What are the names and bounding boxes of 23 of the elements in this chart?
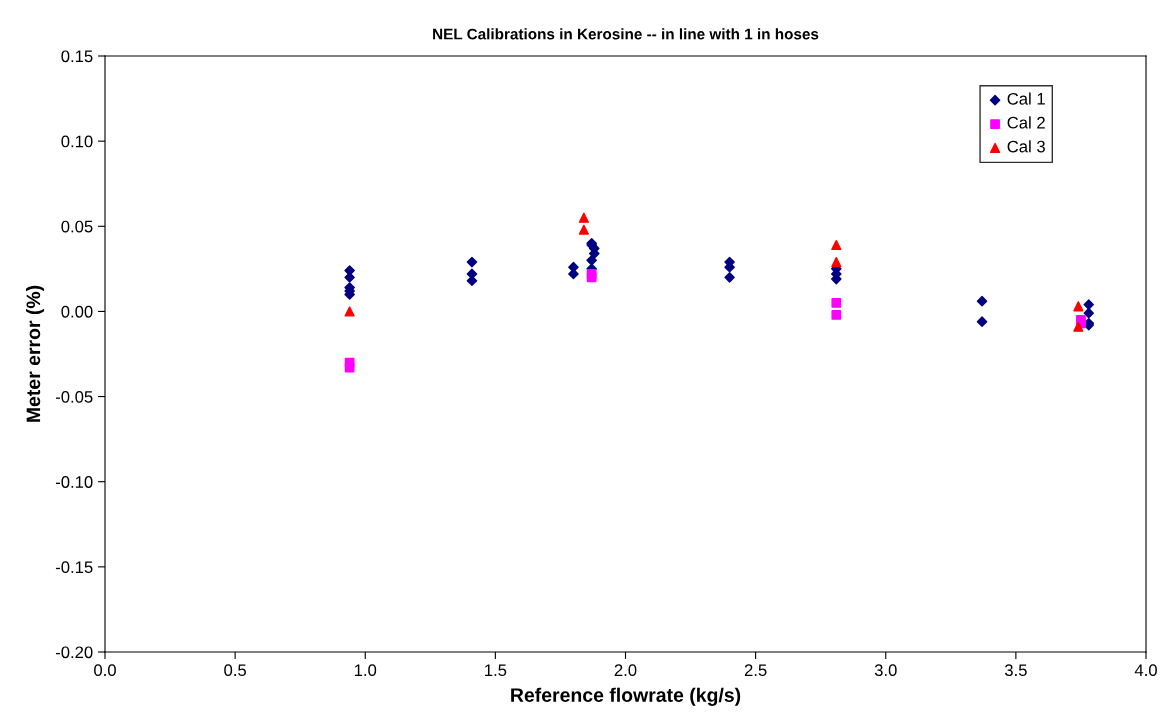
x-tick-label: 0.5 — [224, 664, 247, 677]
legend-label: Cal 2 — [1007, 116, 1045, 129]
y-tick-label: 0.00 — [61, 305, 93, 318]
chart-title: NEL Calibrations in Kerosine -- in line with 1 in hoses — [433, 28, 819, 40]
x-tick-label: 0.0 — [94, 664, 116, 677]
x-tick-label: 2.5 — [744, 664, 767, 677]
x-tick-label: 2.0 — [614, 664, 637, 677]
legend-label: Cal 1 — [1007, 92, 1045, 105]
x-tick-label: 1.0 — [354, 664, 377, 677]
y-tick-label: 0.05 — [61, 220, 93, 233]
x-tick-label: 3.0 — [874, 664, 897, 677]
y-axis-title: Meter error (%) — [25, 285, 45, 422]
x-tick-label: 3.5 — [1004, 664, 1027, 677]
y-tick-label: -0.15 — [55, 561, 93, 574]
x-tick-label: 4.0 — [1134, 664, 1157, 677]
y-tick-label: -0.20 — [55, 646, 93, 659]
y-tick-label: -0.10 — [55, 476, 93, 488]
x-axis-title: Reference flowrate (kg/s) — [511, 687, 741, 706]
x-tick-label: 1.5 — [485, 664, 507, 677]
legend-label: Cal 3 — [1007, 140, 1045, 153]
y-tick-label: 0.15 — [61, 50, 93, 63]
y-tick-label: 0.10 — [61, 135, 93, 148]
y-tick-label: -0.05 — [55, 390, 93, 403]
